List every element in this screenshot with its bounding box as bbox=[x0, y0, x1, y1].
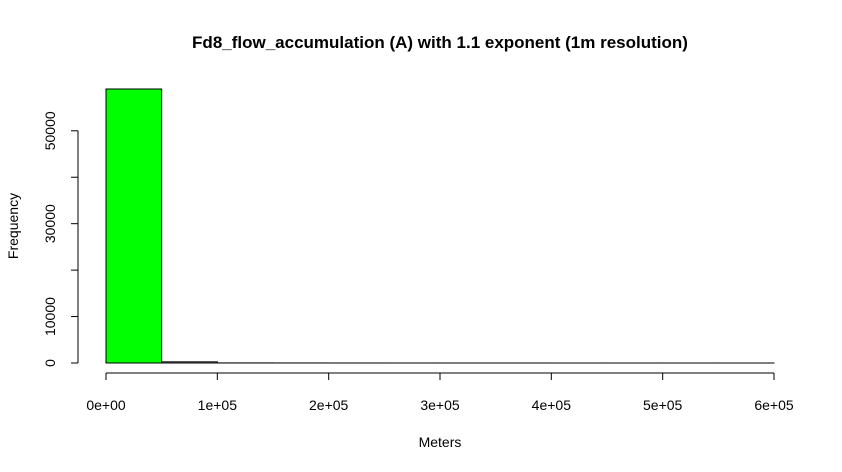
chart-title: Fd8_flow_accumulation (A) with 1.1 expon… bbox=[192, 33, 688, 52]
x-axis: 0e+00 1e+05 2e+05 3e+05 4e+05 5e+05 6e+05 bbox=[86, 372, 794, 413]
histogram-bar bbox=[161, 361, 218, 364]
x-tick-label: 5e+05 bbox=[643, 397, 683, 413]
bars-group bbox=[105, 88, 775, 364]
y-tick-label: 50000 bbox=[42, 111, 58, 150]
y-axis-label: Frequency bbox=[5, 193, 21, 259]
x-tick-label: 6e+05 bbox=[754, 397, 794, 413]
y-tick-label: 0 bbox=[42, 359, 58, 367]
x-tick-label: 4e+05 bbox=[532, 397, 572, 413]
x-tick-label: 0e+00 bbox=[86, 397, 126, 413]
y-axis: 0 10000 30000 50000 bbox=[42, 111, 79, 367]
histogram-bar bbox=[105, 88, 163, 364]
x-tick-label: 2e+05 bbox=[309, 397, 349, 413]
y-tick-label: 10000 bbox=[42, 297, 58, 336]
x-axis-label: Meters bbox=[419, 434, 462, 450]
x-tick-label: 3e+05 bbox=[420, 397, 460, 413]
y-tick-label: 30000 bbox=[42, 204, 58, 243]
x-tick-label: 1e+05 bbox=[198, 397, 238, 413]
